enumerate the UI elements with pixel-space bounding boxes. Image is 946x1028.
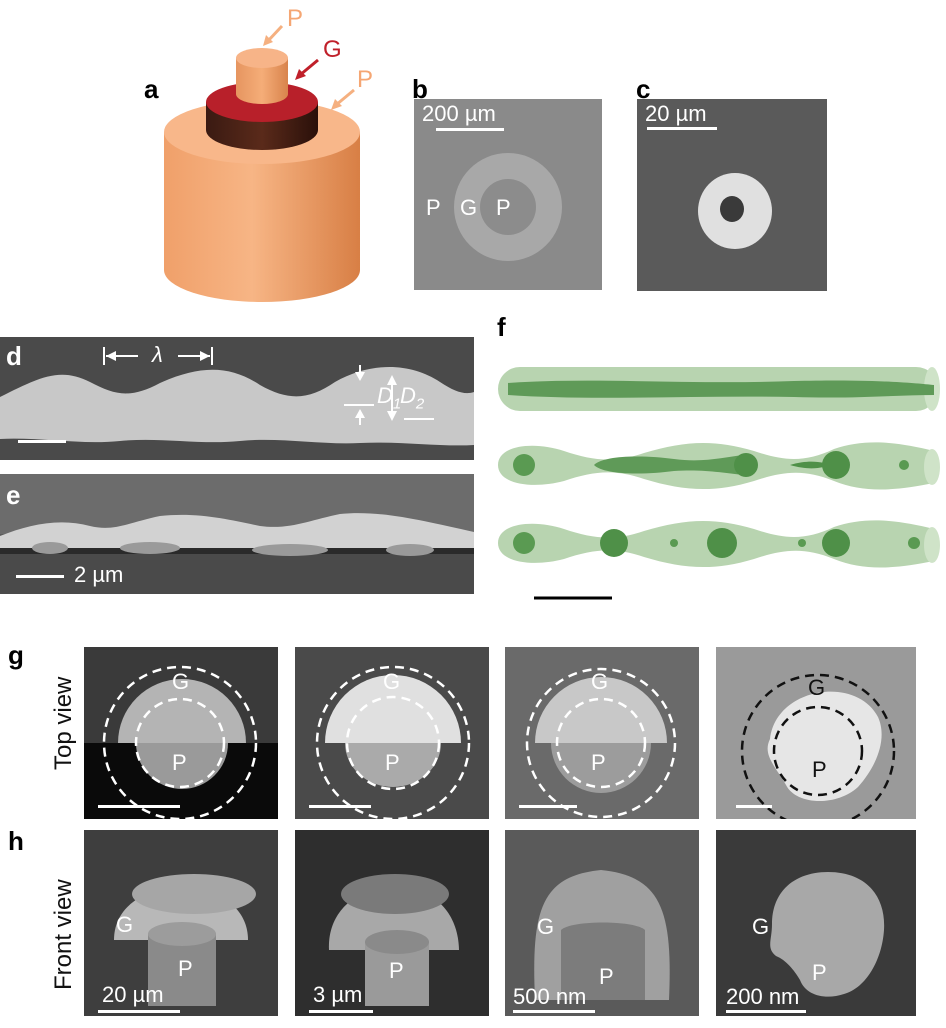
d1-sub: 1	[392, 395, 402, 413]
label-p: P	[812, 757, 827, 782]
d2-letter: D	[400, 383, 416, 408]
label-p: P	[172, 750, 187, 775]
label-p: P	[591, 750, 606, 775]
scale-bar	[309, 805, 371, 808]
scale-text: 200 µm	[422, 101, 496, 126]
scale-bar	[98, 1010, 180, 1013]
panel-b-image: 200 µm P G P	[414, 99, 602, 290]
label-p: P	[812, 960, 827, 985]
panel-h-1: G P 20 µm	[84, 830, 278, 1016]
label-g: G	[383, 669, 401, 694]
panel-g-1: G P	[84, 647, 278, 819]
scale-bar	[726, 1010, 806, 1013]
scale-text: 500 nm	[513, 984, 587, 1009]
core-shell-schematic	[164, 24, 360, 302]
diameter-markers	[344, 365, 434, 425]
label-g: G	[537, 914, 555, 939]
d2-sub: 2	[415, 395, 425, 413]
d1-letter: D	[377, 383, 393, 408]
panel-label-e: e	[6, 480, 21, 510]
label-p: P	[385, 750, 400, 775]
panel-label-a: a	[144, 74, 159, 104]
lambda-marker	[103, 347, 213, 365]
scale-bar	[647, 127, 717, 130]
panel-e-image: e 2 µm	[0, 474, 474, 594]
panel-label-h: h	[8, 826, 24, 856]
scale-text: 20 µm	[102, 982, 164, 1007]
scale-bar	[16, 575, 64, 578]
panel-label-d: d	[6, 341, 22, 371]
scale-text: 3 µm	[313, 982, 363, 1007]
panel-label-f: f	[497, 312, 506, 342]
panel-label-c: c	[636, 74, 651, 104]
schematic-label-p-outer: P	[357, 66, 374, 93]
label-g: G	[808, 675, 826, 700]
label-p: P	[389, 958, 404, 983]
label-p: P	[178, 956, 193, 981]
panel-h-3: G P 500 nm	[505, 830, 699, 1016]
label-g: G	[752, 914, 770, 939]
label-p-outer: P	[426, 195, 441, 220]
d1-text: D1	[377, 383, 402, 413]
scale-bar	[98, 805, 180, 808]
label-p: P	[599, 964, 614, 989]
label-p-inner: P	[496, 195, 511, 220]
scale-bar	[513, 1010, 595, 1013]
row-label-front-view: Front view	[50, 879, 77, 990]
row-label-top-view: Top view	[50, 676, 77, 770]
panel-h-4: G P 200 nm	[716, 830, 916, 1016]
label-g: G	[460, 195, 478, 220]
panel-label-b: b	[412, 74, 428, 104]
simulation-panel-f	[498, 367, 940, 600]
panel-label-g: g	[8, 640, 24, 670]
label-g: G	[172, 669, 190, 694]
label-g: G	[591, 669, 609, 694]
schematic-label-p-inner: P	[287, 5, 304, 32]
scale-bar	[18, 440, 66, 443]
scale-bar	[436, 128, 504, 131]
scale-text: 20 µm	[645, 101, 707, 126]
panel-c-image: 20 µm	[637, 99, 827, 291]
lambda-text: λ	[152, 342, 163, 367]
panel-h-2: P 3 µm	[295, 830, 489, 1016]
panel-d-image: d λ D1 D2	[0, 337, 474, 460]
label-g: G	[116, 912, 134, 937]
scale-bar	[309, 1010, 373, 1013]
panel-g-3: G P	[505, 647, 699, 819]
scale-text: 200 nm	[726, 984, 800, 1009]
scale-bar	[736, 805, 772, 808]
scale-text: 2 µm	[74, 562, 124, 587]
schematic-label-g: G	[323, 36, 342, 63]
scale-bar	[519, 805, 577, 808]
panel-g-4: G P	[716, 647, 916, 819]
panel-g-2: G P	[295, 647, 489, 819]
d2-text: D2	[400, 383, 425, 413]
